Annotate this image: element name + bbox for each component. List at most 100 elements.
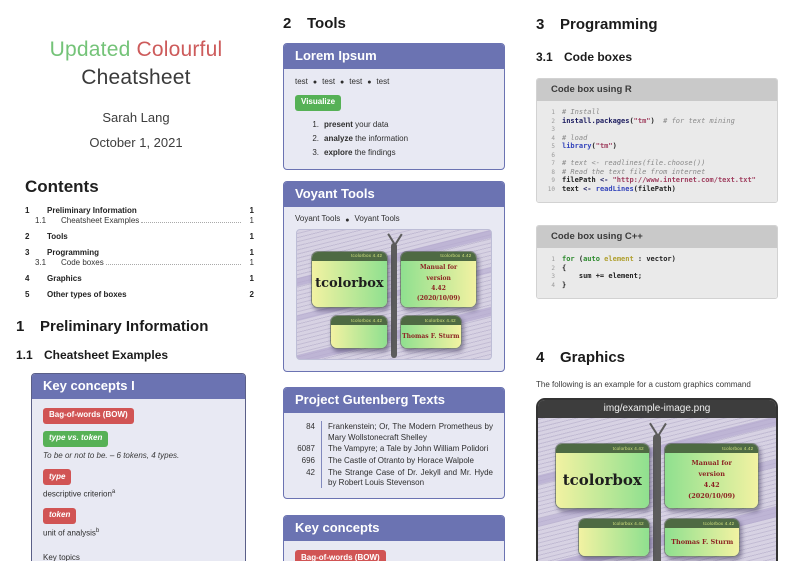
card-header: tcolorbox 4.42 [579,519,649,529]
mast-graphic [652,433,662,561]
document-title: Updated Colourful Cheatsheet [16,36,256,93]
title-line-1: Updated Colourful [16,36,256,64]
version-badge: tcolorbox 4.42 [722,445,754,451]
right-column: 3 Programming 3.1 Code boxes Code box usin… [536,10,778,561]
toc-leader-dots [141,221,241,223]
separator-dot-icon: ● [367,79,372,87]
code-line: 4} [545,281,769,290]
section-4-heading: 4 Graphics [536,349,778,366]
box-header: Voyant Tools [284,182,504,208]
tag-row: Bag-of-words (BOW) [43,407,234,424]
line-number: 4 [551,281,555,289]
card-header: tcolorbox 4.42 [665,443,759,453]
toc-entry-graphics[interactable]: 4 Graphics 1 [25,274,254,283]
section-title: Tools [307,15,346,32]
code-text: text <- readLines(filePath) [562,184,676,193]
lorem-ipsum-box: Lorem Ipsum test ● test ● test ● test Vi… [283,43,505,171]
card-body [579,528,649,557]
line-number: 8 [551,168,555,176]
type-vs-token-tag: type vs. token [43,430,109,448]
table-row: 696 The Castle of Otranto by Horace Walpo… [295,454,493,467]
code-line: 10 text <- readLines(filePath) [545,185,769,194]
key-concepts-1-box: Key concepts I Bag-of-words (BOW) type v… [31,372,246,561]
item-text: analyze the information [324,134,408,145]
text-id: 6087 [295,443,322,455]
line-number: 1 [551,256,555,264]
box-body: Bag-of-words (BOW) type vs. token To be … [32,399,245,561]
card-header: tcolorbox 4.42 [330,316,388,326]
toc-entry-other-boxes[interactable]: 5 Other types of boxes 2 [25,290,254,299]
section-title: Preliminary Information [40,317,209,335]
author: Sarah Lang [102,109,170,125]
tag-row: token [43,507,234,525]
toc-entry-code-boxes[interactable]: 3.1 Code boxes 1 [25,258,254,267]
r-code-box: Code box using R 1 # Install 2 install.pack… [536,78,778,204]
item-text: explore the findings [324,148,396,159]
manual-version-card: tcolorbox 4.42 Manual for version 4.42 (… [399,250,478,308]
text-id: 696 [295,454,322,467]
toc-entry-programming[interactable]: 3 Programming 1 [25,248,254,257]
middle-column: 2 Tools Lorem Ipsum test ● test ● test ● … [283,10,505,561]
toc-label: Programming [47,247,100,257]
text-title: The Vampyre; a Tale by John William Poli… [328,444,489,454]
tcolorbox-example-image: tcolorbox 4.42 tcolorbox tcolorbox 4.42 … [538,418,776,561]
box-header: Key concepts I [32,373,245,399]
date: October 1, 2021 [89,134,183,150]
list-item: 2. analyze the information [307,134,493,145]
token-definition: unit of analysisb [43,527,234,539]
section-number: 3.1 [536,50,553,64]
code-line: 2{ [545,264,769,273]
code-text: sum += element; [562,272,643,281]
code-text: } [562,280,567,289]
contents-heading: Contents [25,176,99,196]
example-image-figure: img/example-image.png tcolorbox 4.42 tco… [536,398,778,561]
line-number: 10 [547,185,555,193]
card-body: Thomas F. Sturm [665,528,740,557]
section-2-heading: 2 Tools [283,15,505,32]
toc-page: 1 [249,231,254,241]
toc-page: 1 [249,257,254,267]
section-number: 2 [283,15,292,32]
toc-entry-cheatsheet-examples[interactable]: 1.1 Cheatsheet Examples 1 [25,216,254,225]
card-body [330,325,388,348]
section-title: Code boxes [564,50,633,64]
line-number: 4 [551,134,555,142]
list-item: 1. present your data [307,120,493,131]
toc-number: 5 [25,289,30,299]
tag-row: type vs. token [43,430,234,448]
card-header: tcolorbox 4.42 [400,316,461,326]
version-badge: tcolorbox 4.42 [612,521,644,527]
code-line: 1 # Install [545,108,769,117]
card-header: tcolorbox 4.42 [311,251,388,261]
author-card: tcolorbox 4.42 Thomas F. Sturm [664,518,741,558]
tcolorbox-label: tcolorbox [315,276,384,291]
toc-label: Preliminary Information [47,205,137,215]
version-badge: tcolorbox 4.42 [424,317,456,323]
code-box-body: 1 for (auto element : vector) 2{3 sum += e… [537,248,777,299]
type-definition: descriptive criteriona [43,488,234,500]
code-box-body: 1 # Install 2 install.packages("tm") # for … [537,101,777,203]
toc-page: 1 [249,273,254,283]
table-row: 6087 The Vampyre; a Tale by John William … [295,443,493,455]
line-number: 9 [551,177,555,185]
card-body: Manual for version 4.42 (2020/10/09) [665,452,759,509]
manual-version-text: Manual for version 4.42 (2020/10/09) [417,263,460,304]
code-text: install.packages("tm") # for text mining [562,116,735,125]
version-badge: tcolorbox 4.42 [440,253,472,259]
text-title: The Strange Case of Dr. Jekyll and Mr. H… [328,467,493,488]
line-number: 6 [551,151,555,159]
item-number: 2. [312,133,319,143]
item-rest: your data [352,120,389,130]
tcolorbox-title-card: tcolorbox 4.42 tcolorbox [554,442,650,510]
definition-text: unit of analysis [43,528,96,538]
toc-entry-tools[interactable]: 2 Tools 1 [25,232,254,241]
toc-number: 3 [25,247,30,257]
section-1-heading: 1 Preliminary Information [16,318,256,335]
box-body: Voyant Tools ● Voyant Tools tcolorbox 4.… [284,207,504,371]
key-topics-label: Key topics [43,552,80,561]
card-body: tcolorbox [311,260,388,307]
toc-entry-preliminary-information[interactable]: 1 Preliminary Information 1 [25,206,254,215]
manual-line: version [426,274,451,282]
tag-row: Visualize [295,94,493,112]
